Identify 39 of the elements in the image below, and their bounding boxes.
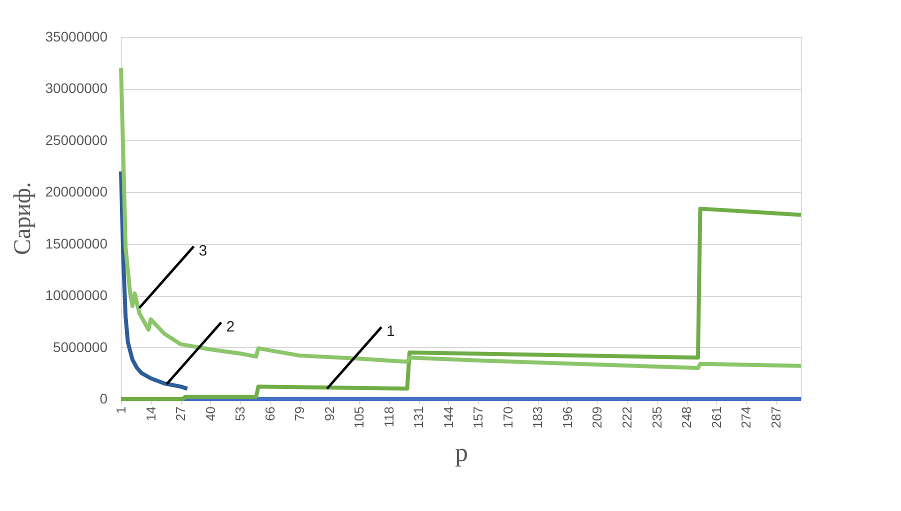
x-tick-label: 1	[114, 406, 128, 414]
y-tick-label: 0	[100, 390, 108, 406]
x-tick-label: 92	[322, 406, 337, 421]
x-axis-title: p	[455, 438, 468, 468]
x-tick-label: 274	[738, 406, 754, 428]
y-tick-label: 35000000	[45, 28, 108, 44]
x-tick-label: 209	[590, 406, 605, 428]
line-series	[119, 206, 803, 401]
annotation: 3	[198, 242, 208, 260]
y-tick-label: 20000000	[45, 184, 108, 200]
line-series	[119, 169, 190, 391]
x-tick-label: 235	[649, 406, 664, 428]
x-tick-label: 118	[381, 406, 396, 428]
annotation: 2	[226, 318, 235, 336]
x-tick-label: 27	[173, 406, 188, 421]
y-tick-label: 30000000	[45, 80, 108, 96]
y-tick-label: 25000000	[45, 132, 108, 148]
x-tick-label: 222	[619, 406, 634, 428]
x-tick-label: 14	[143, 406, 158, 421]
y-tick-label: 10000000	[45, 287, 108, 304]
x-tick-label: 261	[708, 406, 724, 428]
x-tick-label: 40	[202, 406, 218, 421]
x-tick-label: 170	[500, 406, 516, 428]
annotation: 1	[386, 323, 395, 340]
y-axis-title: Сариф.	[10, 182, 36, 256]
y-tick-label: 5000000	[52, 338, 108, 355]
x-tick-label: 144	[440, 406, 456, 428]
x-tick-label: 183	[530, 406, 546, 428]
x-tick-label: 79	[292, 406, 308, 421]
x-tick-label: 196	[560, 406, 575, 428]
x-tick-label: 53	[232, 406, 248, 421]
x-tick-label: 248	[679, 406, 694, 428]
line-series	[119, 66, 803, 370]
y-tick-label: 15000000	[45, 235, 108, 252]
x-tick-label: 66	[262, 406, 278, 421]
x-tick-label: 105	[352, 406, 367, 428]
x-tick-label: 287	[768, 406, 784, 428]
x-tick-label: 131	[411, 406, 426, 428]
x-tick-label: 157	[470, 406, 486, 428]
